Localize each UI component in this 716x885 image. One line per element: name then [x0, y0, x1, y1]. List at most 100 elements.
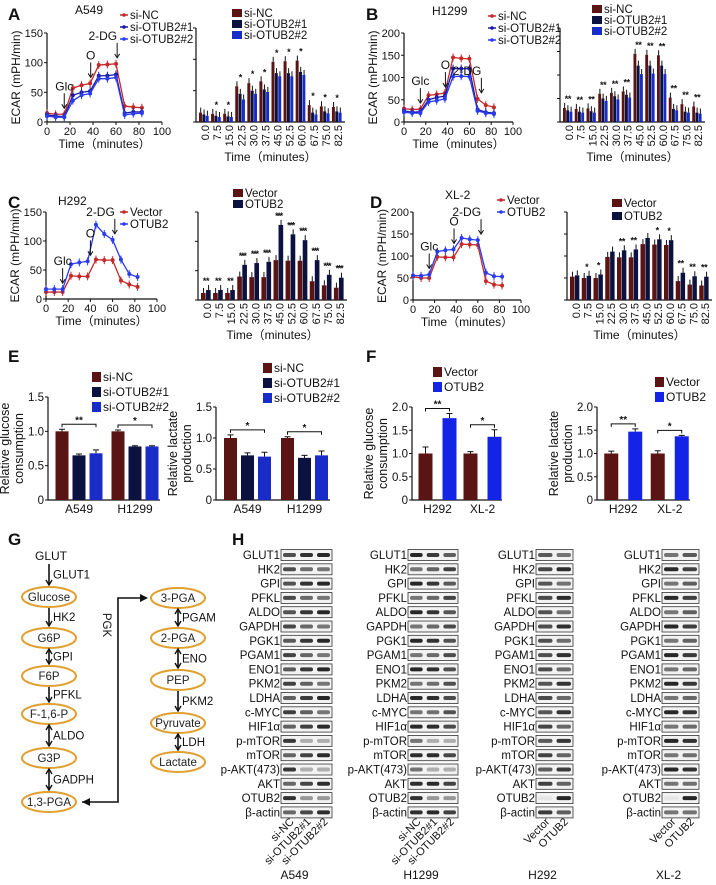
- y-tick-label: 0: [394, 117, 400, 129]
- protein-label: mTOR: [246, 750, 280, 762]
- protein-band: [410, 753, 423, 758]
- panel-label-b: B: [366, 5, 378, 24]
- bar: [286, 73, 290, 122]
- arrow-head: [140, 594, 148, 602]
- protein-band: [426, 724, 440, 729]
- bar: [604, 100, 608, 122]
- bar: [298, 457, 311, 500]
- legend-swatch: [263, 393, 272, 403]
- bar: [258, 456, 271, 500]
- protein-band: [556, 667, 571, 672]
- bar: [598, 274, 603, 300]
- y-axis-label: Relative lactate: [166, 411, 180, 497]
- y-tick-label: 0: [38, 495, 44, 507]
- bar: [563, 107, 566, 122]
- bar: [55, 431, 69, 500]
- enzyme-label: PGAM: [182, 613, 216, 625]
- data-point: [114, 61, 118, 66]
- significance-mark: *: [335, 93, 339, 103]
- data-point: [483, 111, 488, 116]
- legend-label: si-OTUB2#2: [274, 391, 340, 405]
- x-tick-label: 80: [493, 304, 505, 316]
- bar: [241, 99, 245, 122]
- protein-band: [426, 767, 440, 772]
- bar: [315, 455, 328, 500]
- protein-band: [426, 567, 440, 572]
- blot-strip: [661, 592, 700, 604]
- error-bar: [59, 428, 65, 432]
- bar: [199, 112, 202, 122]
- x-tick-label: 82.5: [335, 303, 347, 324]
- blot-strip: [535, 735, 574, 747]
- y-axis-label: ECAR (mPH/min): [366, 30, 380, 124]
- protein-band: [556, 738, 571, 743]
- x-tick-label: H292: [609, 502, 638, 516]
- y-tick-label: 50: [397, 273, 409, 285]
- data-point: [127, 282, 132, 287]
- protein-band: [300, 638, 313, 643]
- x-tick-label: XL-2: [657, 502, 683, 516]
- bar: [687, 112, 690, 122]
- protein-band: [317, 681, 330, 686]
- blot-strip: [661, 763, 700, 776]
- data-point: [443, 255, 448, 260]
- bar: [241, 455, 254, 500]
- protein-label: PGAM1: [367, 650, 407, 662]
- y-tick-label: 100: [382, 73, 400, 85]
- protein-band: [317, 624, 330, 629]
- x-tick-label: 45.0: [275, 303, 287, 324]
- legend-label: OTUB2: [245, 199, 283, 211]
- protein-label: GPI: [515, 579, 535, 591]
- metabolite-node: [21, 665, 77, 687]
- blot-strip: [535, 806, 574, 819]
- protein-band: [317, 753, 330, 758]
- bar: [290, 234, 296, 300]
- protein-band: [300, 810, 313, 815]
- error-bar: [132, 445, 138, 447]
- significance-bracket: [470, 424, 495, 428]
- protein-band: [556, 724, 571, 729]
- protein-band: [283, 553, 296, 557]
- data-point: [96, 63, 101, 68]
- bar: [581, 278, 587, 300]
- protein-label: LDHA: [630, 693, 661, 705]
- data-point: [451, 247, 456, 252]
- legend-label: si-NC: [498, 11, 527, 23]
- x-tick-label: 52.5: [653, 303, 665, 324]
- protein-label: GAPDH: [239, 622, 280, 634]
- bar: [283, 61, 287, 122]
- blot-strip: [535, 563, 574, 576]
- error-bar: [301, 454, 308, 458]
- arrow-head: [87, 251, 94, 257]
- data-point: [70, 98, 75, 103]
- arrow-head: [61, 104, 68, 110]
- legend-swatch: [612, 199, 622, 207]
- x-axis-label: Time（minutes）: [224, 150, 316, 164]
- significance-mark: *: [251, 69, 255, 79]
- cell-line-label: A549: [280, 868, 308, 882]
- protein-band: [664, 567, 679, 572]
- arrow-head: [87, 73, 94, 79]
- protein-label: p-AKT(473): [476, 765, 536, 777]
- data-point: [79, 93, 84, 98]
- legend-swatch: [655, 392, 664, 402]
- metabolite-label: Lactate: [159, 757, 197, 769]
- protein-label: AKT: [385, 779, 407, 791]
- blot-strip: [535, 692, 574, 704]
- y-axis-label: consumption: [12, 413, 26, 484]
- data-point: [105, 62, 110, 67]
- protein-label: p-mTOR: [491, 736, 535, 748]
- x-tick-label: 45.0: [634, 125, 646, 146]
- arrow-head: [174, 607, 182, 615]
- protein-label: HK2: [385, 564, 407, 576]
- protein-band: [443, 653, 456, 658]
- x-tick-label: 15.0: [587, 125, 599, 146]
- legend-marker: [122, 37, 126, 41]
- bar: [201, 292, 206, 300]
- protein-band: [443, 696, 456, 700]
- significance-mark: ***: [323, 261, 332, 271]
- y-tick-label: 50: [388, 95, 400, 107]
- protein-label: p-mTOR: [363, 736, 407, 748]
- arrow-head: [45, 647, 53, 655]
- x-tick-label: 52.5: [646, 125, 658, 146]
